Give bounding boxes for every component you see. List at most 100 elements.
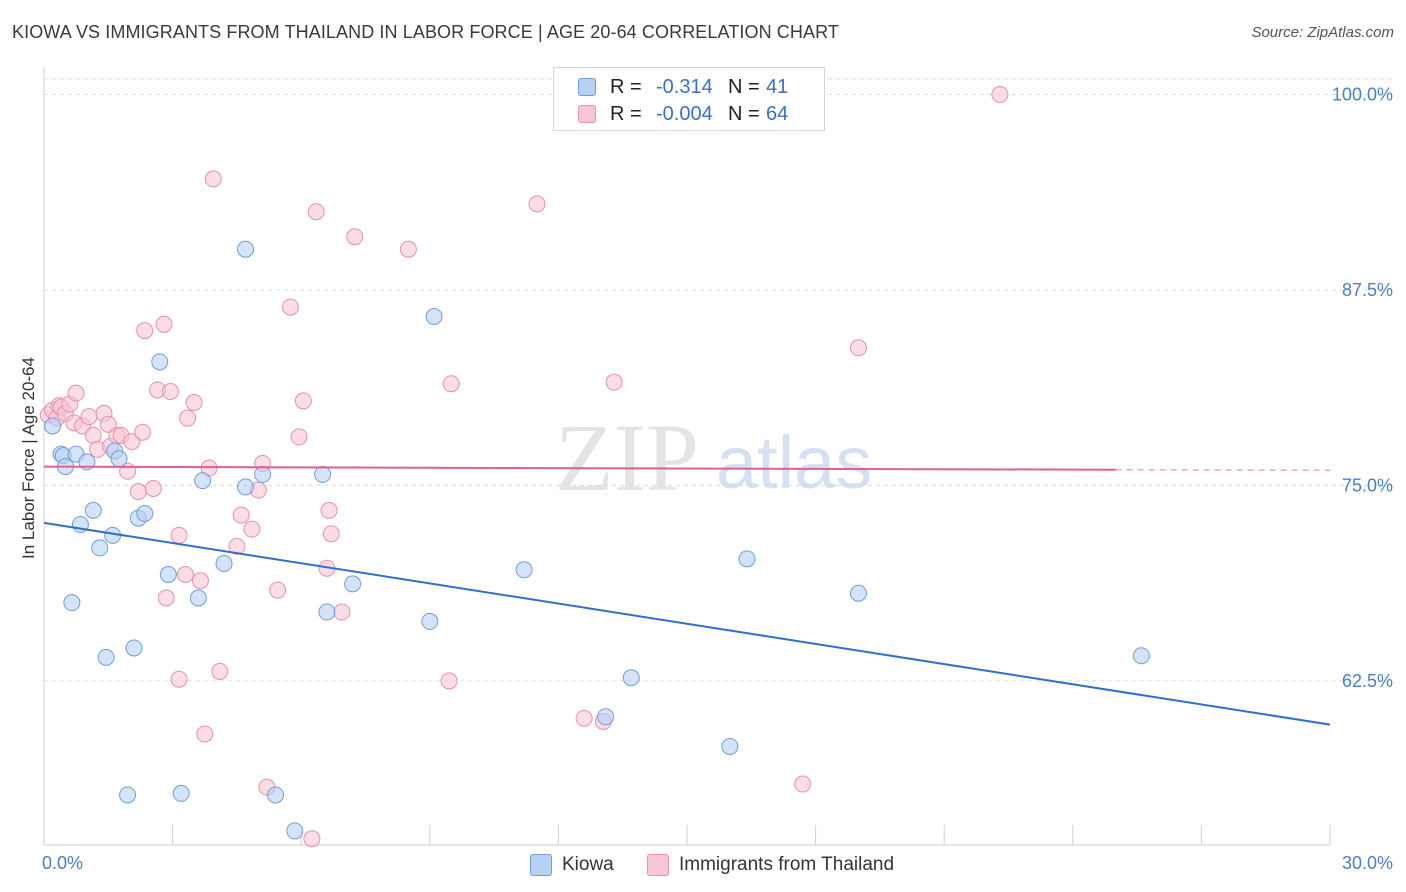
kiowa-point	[194, 472, 212, 490]
n-key: N =	[728, 102, 760, 125]
thailand-point	[333, 603, 351, 621]
kiowa-point	[172, 784, 190, 802]
thailand-point	[67, 384, 85, 402]
thailand-point	[605, 373, 623, 391]
thailand-swatch	[647, 854, 669, 876]
thailand-point	[228, 537, 246, 555]
legend-item-kiowa[interactable]: Kiowa	[530, 852, 614, 878]
thailand-point	[232, 506, 250, 524]
kiowa-point	[266, 786, 284, 804]
thailand-point	[269, 581, 287, 599]
y-tick-label: 75.0%	[1342, 475, 1393, 495]
kiowa-point	[151, 353, 169, 371]
y-axis-title: In Labor Force | Age 20-64	[19, 357, 38, 559]
thailand-point	[399, 240, 417, 258]
thailand-point	[191, 572, 209, 590]
thailand-point	[136, 322, 154, 340]
legend-label: Kiowa	[562, 854, 614, 875]
kiowa-point	[84, 501, 102, 519]
thailand-point	[440, 672, 458, 690]
r-value: -0.314	[656, 75, 713, 98]
thailand-point	[303, 830, 321, 848]
kiowa-point	[236, 478, 254, 496]
watermark-atlas: atlas	[716, 421, 872, 504]
r-key: R =	[610, 102, 642, 125]
kiowa-point	[97, 648, 115, 666]
x-tick-label: 30.0%	[1342, 853, 1393, 873]
n-value: 41	[766, 75, 789, 98]
kiowa-point	[318, 603, 336, 621]
n-value: 64	[766, 102, 789, 125]
thailand-point	[528, 195, 546, 213]
thailand-swatch	[578, 105, 596, 123]
kiowa-point	[136, 505, 154, 523]
grid	[44, 78, 1392, 682]
thailand-point	[176, 565, 194, 583]
thailand-trend-line	[43, 465, 1116, 471]
thailand-point	[346, 228, 364, 246]
thailand-point	[991, 85, 1009, 103]
kiowa-point	[63, 594, 81, 612]
r-value: -0.004	[656, 102, 713, 125]
axis-labels: 100.0% 87.5% 75.0% 62.5% 0.0% 30.0%	[42, 84, 1393, 873]
kiowa-point	[189, 589, 207, 607]
thailand-point	[144, 479, 162, 497]
kiowa-point	[286, 822, 304, 840]
thailand-point	[134, 423, 152, 441]
kiowa-point	[254, 465, 272, 483]
r-key: R =	[610, 75, 642, 98]
kiowa-point	[738, 550, 756, 568]
kiowa-trend-line	[43, 521, 1331, 726]
kiowa-point	[344, 575, 362, 593]
kiowa-point	[515, 561, 533, 579]
thailand-point	[157, 589, 175, 607]
y-tick-label: 100.0%	[1332, 84, 1393, 104]
kiowa-point	[159, 565, 177, 583]
kiowa-point	[849, 584, 867, 602]
watermark-zip: ZIP	[555, 404, 699, 511]
kiowa-swatch	[530, 854, 552, 876]
stats-legend: R = -0.314 N = 41 R = -0.004 N = 64	[553, 67, 825, 131]
thailand-point	[161, 383, 179, 401]
thailand-point	[129, 483, 147, 501]
thailand-point	[80, 408, 98, 426]
kiowa-points	[44, 240, 1150, 840]
kiowa-point	[215, 555, 233, 573]
thailand-point	[294, 392, 312, 410]
thailand-point	[794, 775, 812, 793]
thailand-point	[849, 339, 867, 357]
thailand-point	[155, 315, 173, 333]
legend-label: Immigrants from Thailand	[679, 854, 895, 875]
watermark: ZIP atlas	[555, 404, 872, 511]
thailand-point	[185, 393, 203, 411]
kiowa-point	[236, 240, 254, 258]
thailand-point	[575, 709, 593, 727]
stats-row-kiowa: R = -0.314 N = 41	[578, 74, 788, 100]
thailand-point	[243, 520, 261, 538]
thailand-point	[442, 375, 460, 393]
kiowa-point	[125, 639, 143, 657]
kiowa-point	[44, 417, 62, 435]
n-key: N =	[728, 75, 760, 98]
legend-item-thailand[interactable]: Immigrants from Thailand	[647, 852, 894, 878]
kiowa-point	[597, 708, 615, 726]
x-tick-label: 0.0%	[42, 853, 83, 873]
kiowa-point	[1132, 647, 1150, 665]
kiowa-point	[91, 539, 109, 557]
y-tick-label: 62.5%	[1342, 671, 1393, 691]
thailand-point	[170, 526, 188, 544]
thailand-point	[84, 426, 102, 444]
thailand-point	[281, 298, 299, 316]
kiowa-point	[421, 612, 439, 630]
thailand-point	[211, 662, 229, 680]
kiowa-point	[622, 669, 640, 687]
kiowa-swatch	[578, 78, 596, 96]
thailand-point	[290, 428, 308, 446]
thailand-point	[307, 203, 325, 221]
trend-lines	[43, 465, 1331, 726]
thailand-point	[320, 501, 338, 519]
series-legend: Kiowa Immigrants from Thailand	[0, 852, 1406, 878]
stats-row-thailand: R = -0.004 N = 64	[578, 101, 788, 127]
thailand-point	[123, 433, 141, 451]
source-credit: Source: ZipAtlas.com	[1251, 24, 1394, 41]
